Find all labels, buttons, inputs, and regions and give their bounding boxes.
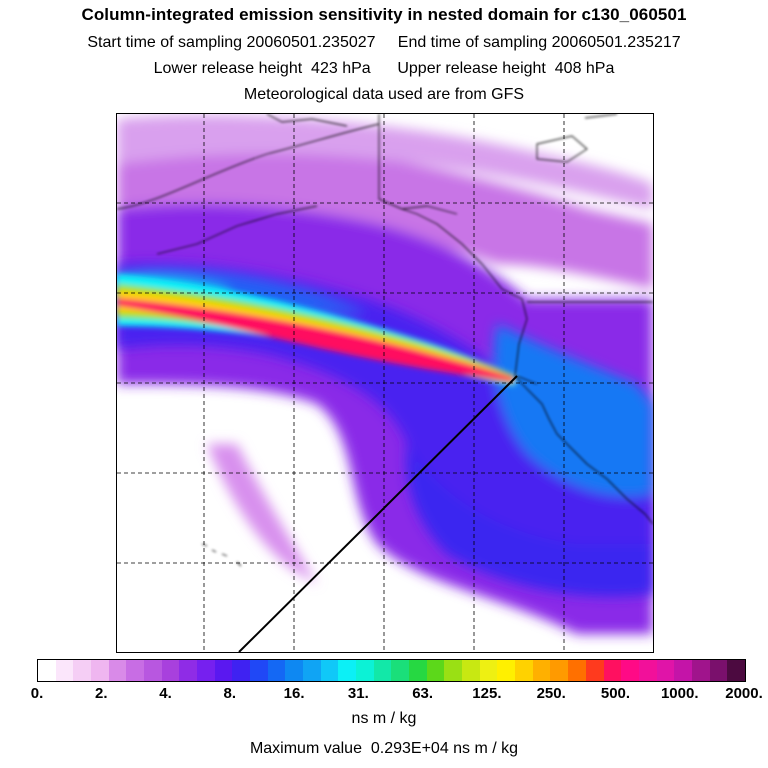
colorbar-cell	[179, 660, 198, 681]
colorbar-tick-label: 1000.	[660, 685, 699, 702]
colorbar-cell	[515, 660, 533, 681]
colorbar-tick-label: 125.	[472, 685, 502, 702]
colorbar-cell	[108, 660, 127, 681]
colorbar-cell	[444, 660, 463, 681]
colorbar-cell	[497, 660, 516, 681]
colorbar-cell	[144, 660, 162, 681]
colorbar-cell	[674, 660, 692, 681]
colorbar-tick-label: 2000.	[725, 685, 763, 702]
map-canvas	[117, 114, 653, 652]
colorbar-cell	[568, 660, 586, 681]
colorbar	[37, 659, 746, 682]
colorbar-cell	[303, 660, 321, 681]
colorbar-tick-label: 250.	[536, 685, 566, 702]
colorbar-cell	[709, 660, 728, 681]
plot-title: Column-integrated emission sensitivity i…	[81, 5, 687, 24]
colorbar-cell	[550, 660, 569, 681]
colorbar-cell	[197, 660, 215, 681]
colorbar-cell	[532, 660, 551, 681]
colorbar-cell	[409, 660, 427, 681]
colorbar-cell	[691, 660, 710, 681]
sensitivity-map	[116, 113, 654, 653]
colorbar-cell	[250, 660, 268, 681]
maximum-value-label: Maximum value 0.293E+04 ns m / kg	[249, 740, 519, 757]
colorbar-cell	[126, 660, 145, 681]
colorbar-cell	[356, 660, 374, 681]
sensitivity-plume	[117, 274, 517, 386]
met-data-line: Meteorological data used are from GFS	[243, 86, 525, 103]
colorbar-tick-label: 2.	[95, 685, 108, 702]
colorbar-cell	[603, 660, 622, 681]
colorbar-tick-label: 4.	[159, 685, 172, 702]
colorbar-cell	[38, 660, 56, 681]
colorbar-cell	[285, 660, 304, 681]
colorbar-unit-label: ns m / kg	[351, 710, 417, 727]
colorbar-cell	[656, 660, 675, 681]
colorbar-cell	[391, 660, 410, 681]
sampling-time-line: Start time of sampling 20060501.235027 E…	[87, 34, 681, 51]
flight-track	[238, 375, 518, 652]
colorbar-cell	[727, 660, 745, 681]
colorbar-tick-label: 8.	[223, 685, 237, 702]
colorbar-tick-label: 0.	[30, 685, 44, 702]
colorbar-cell	[479, 660, 498, 681]
colorbar-cell	[638, 660, 657, 681]
colorbar-tick-label: 500.	[600, 685, 631, 702]
colorbar-cell	[373, 660, 392, 681]
colorbar-cell	[91, 660, 109, 681]
colorbar-tick-label: 31.	[347, 685, 369, 702]
colorbar-tick-label: 63.	[412, 685, 434, 702]
colorbar-cell	[232, 660, 251, 681]
colorbar-cell	[73, 660, 92, 681]
colorbar-cell	[621, 660, 639, 681]
colorbar-cell	[267, 660, 286, 681]
graticule	[117, 114, 653, 652]
colorbar-cell	[585, 660, 604, 681]
colorbar-cell	[338, 660, 357, 681]
colorbar-cell	[462, 660, 480, 681]
colorbar-cell	[320, 660, 339, 681]
colorbar-cell	[161, 660, 180, 681]
colorbar-cell	[426, 660, 445, 681]
colorbar-cell	[55, 660, 74, 681]
colorbar-tick-label: 16.	[283, 685, 305, 702]
colorbar-cell	[214, 660, 233, 681]
colorbar-tick-labels: 0. 2. 4. 8. 16. 31. 63. 125. 250. 500. 1000. 2000.	[0, 685, 768, 705]
release-height-line: Lower release height 423 hPa Upper relea…	[153, 60, 615, 77]
